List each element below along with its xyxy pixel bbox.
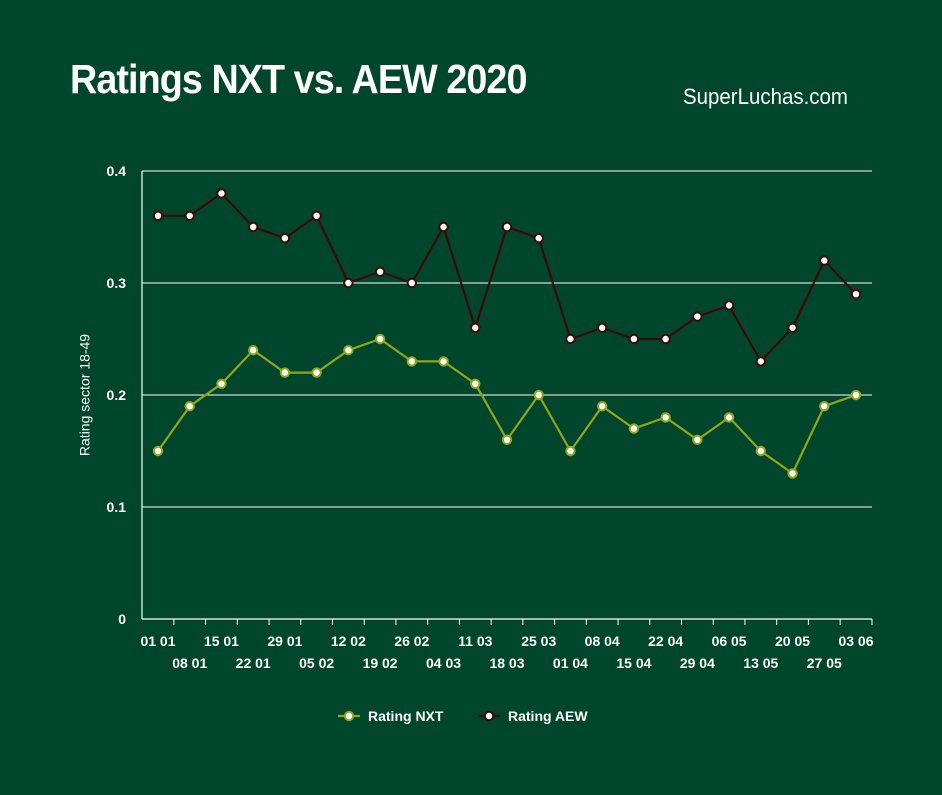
series-line-nxt (157, 337, 857, 475)
data-point-nxt (819, 401, 830, 412)
x-tick-label: 01 04 (553, 655, 588, 671)
x-tick-label: 15 04 (616, 655, 651, 671)
x-tick-label: 26 02 (394, 633, 429, 649)
x-tick-label: 15 01 (204, 633, 239, 649)
x-tick-label: 29 01 (267, 633, 302, 649)
data-point-aew (184, 210, 195, 222)
x-tick-label: 08 01 (172, 655, 207, 671)
legend-swatch-marker (483, 710, 495, 722)
axes (141, 171, 873, 625)
data-point-aew (787, 322, 798, 333)
data-point-nxt (406, 356, 418, 367)
x-tick-label: 05 02 (299, 655, 334, 671)
x-tick-label: 04 03 (426, 655, 461, 671)
series-line-aew (158, 192, 857, 363)
data-point-nxt (216, 378, 227, 389)
data-point-aew (533, 233, 544, 244)
x-tick-label: 13 05 (743, 655, 778, 671)
data-point-nxt (565, 445, 576, 457)
data-point-nxt (184, 401, 195, 412)
source-label: SuperLuchas.com (683, 84, 848, 109)
data-point-nxt (470, 378, 481, 389)
data-point-nxt (374, 333, 386, 345)
x-tick-label: 27 05 (807, 655, 842, 671)
data-point-nxt (311, 367, 322, 378)
data-point-aew (660, 333, 671, 345)
data-point-aew (152, 210, 164, 222)
y-tick-label: 0.2 (107, 387, 127, 403)
x-tick-label: 22 04 (648, 633, 683, 649)
x-tick-label: 22 01 (236, 655, 271, 671)
x-tick-label: 12 02 (331, 633, 366, 649)
y-axis-label: Rating sector 18-49 (77, 334, 93, 456)
data-point-nxt (247, 345, 259, 356)
data-point-aew (406, 277, 418, 289)
legend-entry-aew: Rating AEW (508, 708, 588, 724)
data-point-aew (374, 266, 386, 277)
x-tick-label: 08 04 (585, 633, 620, 649)
legend-swatch-marker (343, 710, 355, 722)
data-point-nxt (152, 445, 164, 457)
x-tick-label: 06 05 (712, 633, 747, 649)
data-point-nxt (850, 389, 862, 401)
x-tick-label: 29 04 (680, 655, 715, 671)
data-point-nxt (501, 434, 513, 445)
x-tick-label: 25 03 (521, 633, 556, 649)
data-point-aew (723, 300, 735, 311)
data-point-nxt (279, 367, 291, 378)
x-tick-label: 03 06 (838, 633, 873, 649)
x-tick-labels: 01 01 08 01 15 01 22 01 29 01 05 02 12 02 19 02… (140, 633, 873, 671)
y-tick-label: 0 (118, 611, 126, 627)
x-tick-label: 20 05 (775, 633, 810, 649)
chart-title: Ratings NXT vs. AEW 2020 (70, 56, 527, 102)
data-point-nxt (755, 445, 767, 457)
x-tick-label: 01 01 (140, 633, 175, 649)
data-point-aew (596, 322, 608, 333)
data-point-aew (343, 277, 354, 289)
data-point-aew (216, 188, 227, 199)
data-point-nxt (692, 434, 703, 445)
grid-lines (142, 170, 872, 508)
data-point-nxt (787, 468, 798, 479)
x-tick-label: 11 03 (458, 633, 492, 649)
x-tick-label: 18 03 (489, 655, 524, 671)
data-point-aew (279, 233, 291, 244)
data-point-aew (850, 289, 862, 300)
data-point-nxt (438, 356, 449, 367)
data-point-aew (438, 221, 449, 233)
data-point-aew (628, 333, 640, 345)
data-point-aew (692, 311, 703, 322)
data-point-aew (470, 322, 481, 333)
legend-entry-nxt: Rating NXT (368, 708, 444, 724)
data-point-nxt (596, 401, 608, 412)
data-point-aew (819, 255, 830, 266)
data-point-aew (501, 221, 513, 233)
y-tick-labels: 0 0.1 0.2 0.3 0.4 (107, 163, 127, 627)
series-points (152, 188, 862, 479)
x-tick-label: 19 02 (363, 655, 398, 671)
data-point-nxt (723, 412, 735, 423)
y-tick-label: 0.1 (107, 499, 127, 515)
data-point-aew (311, 210, 322, 222)
data-point-nxt (628, 423, 640, 434)
series-lines (157, 192, 857, 475)
y-tick-label: 0.3 (107, 275, 127, 291)
data-point-nxt (343, 345, 354, 356)
legend: Rating NXT Rating AEW (338, 708, 588, 724)
data-point-nxt (660, 412, 671, 423)
data-point-aew (247, 221, 259, 233)
data-point-aew (565, 333, 576, 345)
y-tick-label: 0.4 (107, 163, 127, 179)
data-point-aew (755, 356, 767, 367)
data-point-nxt (533, 389, 544, 401)
